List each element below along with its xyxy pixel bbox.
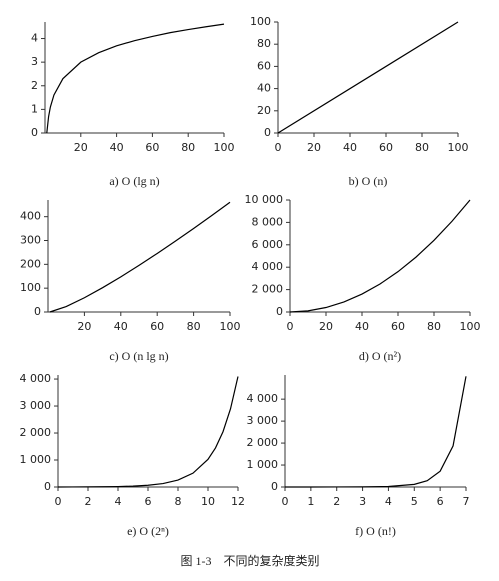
chart-caption: a) O (lg n): [109, 174, 159, 188]
x-tick-label: 80: [427, 320, 441, 333]
x-tick-label: 40: [355, 320, 369, 333]
y-tick-label: 2 000: [247, 436, 279, 449]
x-tick-label: 0: [287, 320, 294, 333]
y-tick-label: 3 000: [247, 414, 279, 427]
y-tick-label: 3: [31, 55, 38, 68]
x-tick-label: 4: [115, 495, 122, 508]
curve: [289, 199, 471, 313]
y-tick-label: 300: [20, 234, 41, 247]
x-tick-label: 60: [150, 320, 164, 333]
curve: [49, 201, 231, 313]
y-tick-label: 4 000: [247, 392, 279, 405]
x-tick-label: 4: [385, 495, 392, 508]
x-tick-label: 8: [175, 495, 182, 508]
y-tick-label: 3 000: [20, 399, 52, 412]
curve: [277, 21, 459, 134]
x-tick-label: 20: [319, 320, 333, 333]
x-tick-label: 60: [391, 320, 405, 333]
x-tick-label: 6: [145, 495, 152, 508]
x-tick-label: 0: [275, 141, 282, 154]
y-tick-label: 200: [20, 257, 41, 270]
x-tick-label: 20: [74, 141, 88, 154]
x-tick-label: 7: [463, 495, 470, 508]
x-tick-label: 40: [110, 141, 124, 154]
chart-caption: d) O (n²): [359, 349, 401, 363]
x-tick-label: 5: [411, 495, 418, 508]
x-tick-label: 0: [282, 495, 289, 508]
y-tick-label: 20: [257, 104, 271, 117]
y-tick-label: 40: [257, 82, 271, 95]
x-tick-label: 100: [214, 141, 235, 154]
curve: [46, 23, 225, 134]
x-tick-label: 80: [187, 320, 201, 333]
y-tick-label: 6 000: [252, 238, 284, 251]
x-tick-label: 6: [437, 495, 444, 508]
figure-caption: 图 1-3 不同的复杂度类别: [181, 553, 320, 568]
x-tick-label: 0: [55, 495, 62, 508]
curve: [285, 376, 467, 488]
chart-caption: f) O (n!): [355, 524, 396, 538]
y-tick-label: 0: [31, 126, 38, 139]
curve: [57, 376, 239, 488]
x-tick-label: 2: [333, 495, 340, 508]
y-tick-label: 100: [250, 15, 271, 28]
y-tick-label: 60: [257, 59, 271, 72]
x-tick-label: 100: [220, 320, 241, 333]
chart-caption: c) O (n lg n): [109, 349, 168, 363]
x-tick-label: 2: [85, 495, 92, 508]
y-tick-label: 4 000: [252, 260, 284, 273]
y-tick-label: 0: [264, 126, 271, 139]
x-tick-label: 10: [201, 495, 215, 508]
x-tick-label: 20: [77, 320, 91, 333]
y-tick-label: 2 000: [252, 283, 284, 296]
y-tick-label: 0: [276, 305, 283, 318]
y-tick-label: 2 000: [20, 426, 52, 439]
x-tick-label: 40: [343, 141, 357, 154]
x-tick-label: 12: [231, 495, 245, 508]
y-tick-label: 0: [271, 480, 278, 493]
x-tick-label: 80: [181, 141, 195, 154]
x-tick-label: 100: [448, 141, 469, 154]
y-tick-label: 10 000: [245, 193, 284, 206]
x-tick-label: 40: [114, 320, 128, 333]
chart-caption: e) O (2ⁿ): [127, 524, 169, 538]
x-tick-label: 20: [307, 141, 321, 154]
chart-caption: b) O (n): [349, 174, 388, 188]
y-tick-label: 80: [257, 37, 271, 50]
y-tick-label: 400: [20, 210, 41, 223]
y-tick-label: 1 000: [247, 458, 279, 471]
y-tick-label: 2: [31, 79, 38, 92]
y-tick-label: 8 000: [252, 215, 284, 228]
x-tick-label: 100: [460, 320, 481, 333]
y-tick-label: 1 000: [20, 453, 52, 466]
x-tick-label: 3: [359, 495, 366, 508]
y-tick-label: 1: [31, 102, 38, 115]
y-tick-label: 0: [44, 480, 51, 493]
x-tick-label: 1: [307, 495, 314, 508]
x-tick-label: 80: [415, 141, 429, 154]
x-tick-label: 60: [145, 141, 159, 154]
y-tick-label: 4: [31, 32, 38, 45]
y-tick-label: 0: [34, 305, 41, 318]
y-tick-label: 4 000: [20, 372, 52, 385]
y-tick-label: 100: [20, 281, 41, 294]
x-tick-label: 60: [379, 141, 393, 154]
